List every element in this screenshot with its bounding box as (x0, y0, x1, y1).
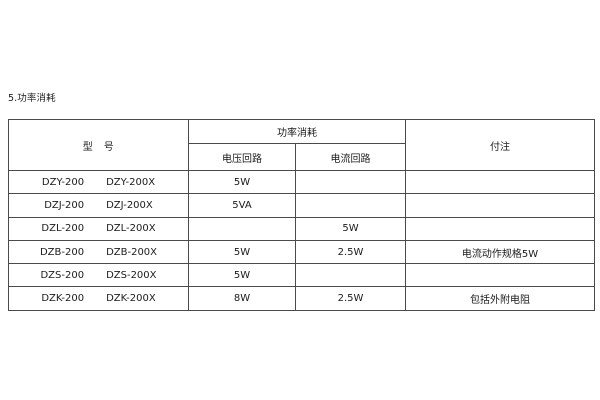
header-row-primary: 型 号 功率消耗 付注 (8, 119, 595, 171)
model-code-variant: DZL-200X (106, 223, 156, 235)
cell-voltage-circuit: 5W (188, 263, 296, 288)
cell-model: DZY-200 DZY-200X (8, 169, 189, 195)
power-consumption-table: 型 号 功率消耗 付注 电压回路 电流回路 DZY-200 DZY-200X 5W D… (8, 119, 595, 311)
model-code-primary: DZS-200 (40, 269, 85, 281)
cell-model: DZK-200 DZK-200X (8, 286, 189, 311)
cell-remark (405, 263, 595, 288)
model-code-variant: DZS-200X (106, 269, 157, 281)
cell-remark (405, 169, 595, 195)
model-code-variant: DZB-200X (106, 246, 158, 258)
table-row: DZS-200 DZS-200X 5W (8, 263, 595, 288)
header-row-secondary: 电压回路 电流回路 (9, 143, 595, 171)
model-code-primary: DZL-200 (41, 223, 85, 235)
table-row: DZK-200 DZK-200X 8W 2.5W 包括外附电阻 (8, 286, 595, 311)
table-row: DZJ-200 DZJ-200X 5VA (8, 193, 595, 218)
header-model: 型 号 (8, 119, 189, 171)
cell-remark: 电流动作规格5W (405, 239, 595, 265)
cell-current-circuit: 2.5W (295, 239, 406, 265)
cell-remark (405, 193, 595, 218)
model-code-variant: DZK-200X (106, 293, 156, 305)
cell-current-circuit (295, 169, 406, 195)
model-code-primary: DZB-200 (39, 246, 85, 258)
section-title: 5.功率消耗 (8, 93, 56, 104)
cell-voltage-circuit (188, 216, 296, 241)
cell-current-circuit: 5W (295, 216, 406, 241)
model-code-primary: DZY-200 (41, 176, 85, 188)
model-code-primary: DZK-200 (41, 293, 85, 305)
header-voltage-circuit: 电压回路 (188, 143, 296, 171)
cell-voltage-circuit: 5W (188, 239, 296, 265)
header-current-circuit: 电流回路 (295, 143, 406, 171)
cell-model: DZJ-200 DZJ-200X (8, 193, 189, 218)
table-row: DZY-200 DZY-200X 5W (8, 169, 595, 195)
header-remark: 付注 (405, 119, 595, 171)
model-code-variant: DZY-200X (106, 176, 156, 188)
cell-current-circuit: 2.5W (295, 286, 406, 311)
table-row: DZL-200 DZL-200X 5W (8, 216, 595, 241)
model-code-primary: DZJ-200 (44, 199, 85, 211)
cell-current-circuit (295, 193, 406, 218)
cell-voltage-circuit: 5VA (188, 193, 296, 218)
cell-remark (405, 216, 595, 241)
header-power-consumption: 功率消耗 (188, 119, 406, 144)
cell-current-circuit (295, 263, 406, 288)
table-body: DZY-200 DZY-200X 5W DZJ-200 DZJ-200X 5VA DZL-2… (8, 169, 595, 311)
model-code-variant: DZJ-200X (106, 199, 153, 211)
cell-model: DZB-200 DZB-200X (8, 239, 189, 265)
table-header: 型 号 功率消耗 付注 电压回路 电流回路 (8, 119, 595, 171)
table-row: DZB-200 DZB-200X 5W 2.5W 电流动作规格5W (8, 239, 595, 265)
cell-voltage-circuit: 5W (188, 169, 296, 195)
cell-remark: 包括外附电阻 (405, 286, 595, 311)
cell-model: DZS-200 DZS-200X (8, 263, 189, 288)
cell-model: DZL-200 DZL-200X (8, 216, 189, 241)
cell-voltage-circuit: 8W (188, 286, 296, 311)
